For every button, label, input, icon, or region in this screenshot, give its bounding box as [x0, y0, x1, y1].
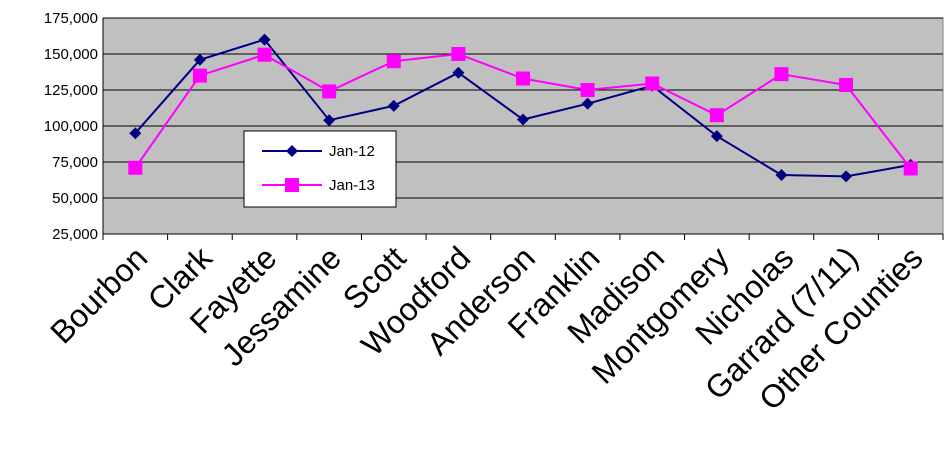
legend: Jan-12 Jan-13: [243, 130, 397, 208]
y-tick-label: 150,000: [44, 46, 98, 63]
legend-box: [243, 130, 397, 208]
data-point: [840, 170, 853, 183]
x-axis-tick-labels: BourbonClarkFayetteJessamineScottWoodfor…: [43, 239, 929, 417]
data-point: [774, 67, 789, 82]
data-point: [128, 160, 143, 175]
data-point: [193, 53, 206, 66]
data-point: [517, 113, 529, 126]
data-point: [775, 168, 788, 181]
data-point: [645, 76, 660, 91]
y-tick-label: 50,000: [52, 190, 98, 207]
series-layer: [128, 33, 918, 183]
data-point: [581, 97, 594, 110]
y-tick-label: 100,000: [44, 118, 98, 135]
y-tick-label: 175,000: [44, 10, 98, 27]
y-tick-label: 125,000: [44, 82, 98, 99]
x-tick-label: Bourbon: [43, 239, 154, 350]
y-tick-label: 25,000: [52, 226, 98, 243]
data-point: [258, 33, 271, 46]
data-point: [452, 66, 465, 79]
legend-marker: [286, 145, 298, 157]
data-point: [451, 47, 466, 61]
data-point: [580, 83, 595, 97]
series-jan-13: [128, 47, 918, 176]
y-axis-tick-labels: 25,000 50,000 75,000 100,000 125,000 150,000 1…: [44, 10, 98, 243]
data-point: [192, 68, 207, 83]
data-point: [516, 71, 530, 86]
data-point: [709, 108, 724, 123]
data-point: [386, 54, 401, 69]
y-tick-label: 75,000: [52, 154, 98, 171]
legend-label: Jan-12: [329, 143, 375, 160]
legend-label: Jan-13: [329, 177, 375, 194]
data-point: [710, 130, 723, 143]
data-point: [387, 99, 400, 112]
data-point: [322, 84, 337, 99]
data-point: [257, 47, 272, 62]
data-point: [323, 114, 336, 127]
data-point: [839, 77, 854, 92]
legend-marker: [285, 178, 299, 192]
axes: [102, 18, 944, 240]
data-point: [129, 127, 142, 140]
data-point: [903, 161, 918, 176]
